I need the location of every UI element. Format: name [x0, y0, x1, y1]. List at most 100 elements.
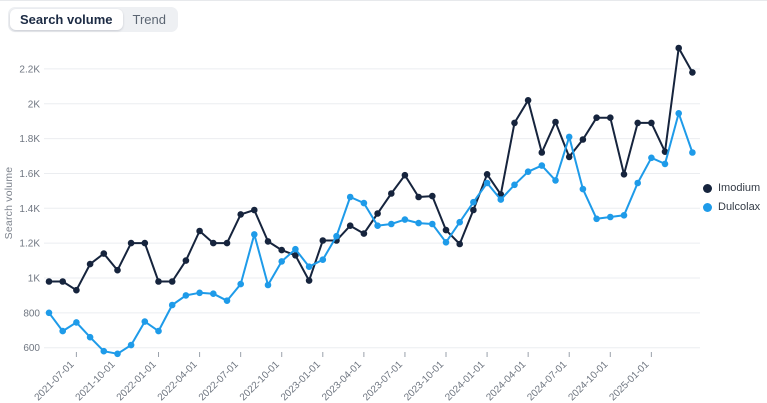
- data-point: [429, 220, 436, 228]
- svg-text:2023-01-01: 2023-01-01: [279, 359, 323, 403]
- svg-text:1.8K: 1.8K: [19, 134, 40, 145]
- svg-text:1.4K: 1.4K: [19, 204, 40, 215]
- data-point: [305, 263, 313, 271]
- data-point: [155, 327, 162, 335]
- data-point: [648, 119, 655, 127]
- data-point: [100, 250, 108, 257]
- data-point: [511, 119, 518, 127]
- svg-text:2.2K: 2.2K: [19, 64, 40, 75]
- data-point: [292, 245, 299, 253]
- data-point: [579, 185, 587, 193]
- series-imodium: [45, 44, 696, 294]
- data-point: [552, 118, 559, 126]
- data-point: [196, 289, 203, 297]
- data-point: [415, 193, 422, 201]
- data-point: [346, 193, 354, 201]
- data-point: [278, 246, 286, 254]
- svg-text:2023-10-01: 2023-10-01: [402, 359, 446, 403]
- legend-label: Imodium: [718, 182, 761, 194]
- x-axis-labels: 2021-07-012021-10-012022-01-012022-04-01…: [33, 352, 652, 403]
- data-point: [511, 181, 518, 189]
- data-point: [278, 258, 286, 265]
- data-point: [429, 192, 436, 200]
- data-point: [689, 149, 696, 156]
- svg-text:2022-01-01: 2022-01-01: [115, 359, 159, 403]
- data-point: [73, 319, 80, 326]
- data-point: [237, 211, 244, 218]
- data-point: [374, 222, 381, 229]
- data-point: [319, 256, 327, 263]
- data-point: [634, 119, 641, 127]
- svg-text:2023-04-01: 2023-04-01: [320, 359, 364, 403]
- data-point: [292, 252, 299, 259]
- svg-text:2022-04-01: 2022-04-01: [156, 359, 200, 403]
- legend-item-dulcolax[interactable]: Dulcolax: [703, 201, 760, 213]
- svg-text:2021-07-01: 2021-07-01: [33, 359, 77, 403]
- data-point: [483, 179, 491, 187]
- data-point: [45, 309, 53, 317]
- data-point: [442, 239, 450, 246]
- data-point: [333, 232, 340, 240]
- data-point: [237, 280, 244, 288]
- svg-text:600: 600: [23, 343, 40, 354]
- data-point: [264, 238, 272, 245]
- svg-text:2024-07-01: 2024-07-01: [525, 359, 569, 403]
- svg-text:2022-07-01: 2022-07-01: [197, 359, 241, 403]
- data-point: [100, 347, 108, 355]
- svg-text:2023-07-01: 2023-07-01: [361, 359, 405, 403]
- data-point: [360, 199, 368, 207]
- data-point: [524, 168, 532, 175]
- data-point: [141, 239, 149, 247]
- data-point: [593, 215, 600, 223]
- data-point: [182, 257, 190, 264]
- data-point: [456, 218, 464, 226]
- data-point: [648, 154, 655, 162]
- data-point: [593, 114, 600, 121]
- legend-item-imodium[interactable]: Imodium: [703, 182, 760, 194]
- data-point: [346, 222, 354, 229]
- svg-text:1.2K: 1.2K: [19, 239, 40, 250]
- series-dulcolax: [45, 110, 696, 358]
- legend-label: Dulcolax: [718, 201, 761, 213]
- data-point: [634, 179, 641, 187]
- tab-search-volume[interactable]: Search volume: [10, 9, 123, 30]
- data-point: [538, 149, 546, 156]
- data-point: [415, 219, 422, 227]
- data-point: [675, 110, 682, 117]
- data-point: [401, 171, 409, 179]
- data-point: [483, 171, 491, 178]
- y-axis-labels: 600 800 1K 1.2K 1.4K 1.6K 1.8K 2K 2.2K: [19, 64, 40, 354]
- data-point: [223, 297, 231, 305]
- data-point: [59, 327, 66, 335]
- data-point: [141, 318, 149, 325]
- tab-trend[interactable]: Trend: [132, 12, 166, 27]
- data-point: [168, 278, 176, 285]
- svg-text:1K: 1K: [28, 274, 41, 285]
- svg-text:2024-10-01: 2024-10-01: [566, 359, 610, 403]
- data-point: [579, 136, 587, 143]
- data-point: [127, 239, 135, 247]
- data-point: [689, 69, 696, 76]
- data-point: [607, 114, 614, 121]
- data-point: [45, 278, 53, 285]
- data-point: [620, 171, 628, 178]
- data-point: [388, 190, 395, 197]
- data-point: [497, 196, 505, 203]
- data-point: [538, 162, 546, 169]
- data-point: [251, 206, 258, 214]
- svg-text:2024-01-01: 2024-01-01: [443, 359, 487, 403]
- data-point: [114, 350, 121, 358]
- data-point: [127, 341, 135, 349]
- data-point: [565, 133, 573, 141]
- data-point: [442, 226, 450, 234]
- data-point: [251, 231, 258, 238]
- data-point: [196, 227, 203, 235]
- data-point: [524, 97, 532, 104]
- data-point: [360, 230, 368, 237]
- svg-text:2024-04-01: 2024-04-01: [484, 359, 528, 403]
- data-point: [319, 237, 327, 244]
- data-point: [59, 278, 66, 285]
- data-point: [168, 301, 176, 309]
